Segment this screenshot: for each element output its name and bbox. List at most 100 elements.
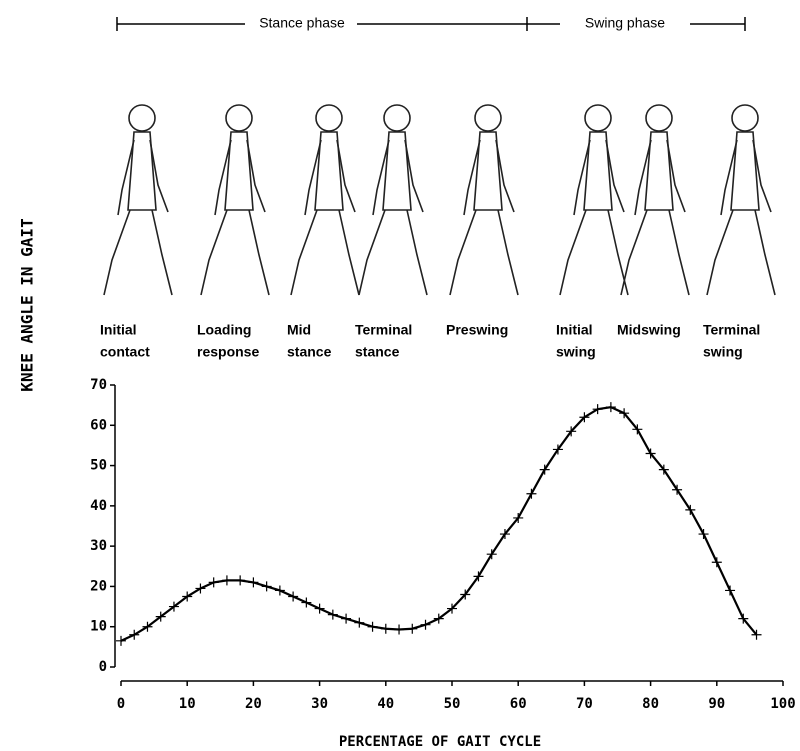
walking-figure bbox=[560, 105, 628, 295]
data-marker bbox=[712, 557, 722, 567]
walking-figure bbox=[104, 105, 172, 295]
walking-figure bbox=[291, 105, 359, 295]
event-label: Midswing bbox=[617, 322, 681, 338]
data-marker bbox=[526, 489, 536, 499]
figure-arm bbox=[118, 140, 168, 215]
x-tick-label: 10 bbox=[179, 696, 196, 712]
figure-arm bbox=[305, 140, 355, 215]
data-marker bbox=[248, 577, 258, 587]
event-label: swing bbox=[703, 344, 743, 360]
event-label: stance bbox=[355, 344, 400, 360]
figure-body bbox=[731, 132, 759, 210]
y-axis-label: KNEE ANGLE IN GAIT bbox=[18, 218, 37, 391]
figure-head bbox=[226, 105, 252, 131]
event-label: swing bbox=[556, 344, 596, 360]
data-marker bbox=[421, 620, 431, 630]
y-tick-label: 0 bbox=[99, 659, 107, 675]
phase-label: Swing phase bbox=[585, 15, 665, 31]
figure-body bbox=[315, 132, 343, 210]
data-marker bbox=[341, 614, 351, 624]
event-label: Terminal bbox=[703, 322, 760, 338]
figure-body bbox=[383, 132, 411, 210]
x-tick-label: 50 bbox=[444, 696, 461, 712]
x-tick-label: 100 bbox=[770, 696, 795, 712]
figure-head bbox=[646, 105, 672, 131]
x-tick-label: 80 bbox=[642, 696, 659, 712]
walking-figure bbox=[707, 105, 775, 295]
y-tick-label: 30 bbox=[90, 538, 107, 554]
y-tick-label: 20 bbox=[90, 578, 107, 594]
data-marker bbox=[407, 624, 417, 634]
data-marker bbox=[288, 592, 298, 602]
x-tick-label: 90 bbox=[708, 696, 725, 712]
data-marker bbox=[222, 575, 232, 585]
event-label: Mid bbox=[287, 322, 311, 338]
figure-head bbox=[129, 105, 155, 131]
data-marker bbox=[262, 581, 272, 591]
figure-body bbox=[474, 132, 502, 210]
x-tick-label: 40 bbox=[377, 696, 394, 712]
figure-body bbox=[584, 132, 612, 210]
figure-body bbox=[645, 132, 673, 210]
data-marker bbox=[725, 585, 735, 595]
data-marker bbox=[381, 624, 391, 634]
figure-arm bbox=[635, 140, 685, 215]
figure-leg bbox=[621, 210, 689, 295]
x-tick-label: 20 bbox=[245, 696, 262, 712]
x-tick-label: 30 bbox=[311, 696, 328, 712]
x-tick-label: 70 bbox=[576, 696, 593, 712]
x-axis-label: PERCENTAGE OF GAIT CYCLE bbox=[339, 734, 541, 750]
figure-head bbox=[384, 105, 410, 131]
y-tick-label: 40 bbox=[90, 498, 107, 514]
figure-leg bbox=[291, 210, 359, 295]
figure-head bbox=[585, 105, 611, 131]
event-label: stance bbox=[287, 344, 332, 360]
figure-head bbox=[475, 105, 501, 131]
event-label: Loading bbox=[197, 322, 251, 338]
figure-arm bbox=[721, 140, 771, 215]
figure-arm bbox=[574, 140, 624, 215]
data-line bbox=[121, 407, 757, 641]
data-marker bbox=[606, 402, 616, 412]
walking-figure bbox=[201, 105, 269, 295]
chart: Stance phase Swing phase KNEE ANGLE IN G… bbox=[0, 0, 800, 751]
figure-leg bbox=[201, 210, 269, 295]
figure-leg bbox=[707, 210, 775, 295]
y-tick-label: 70 bbox=[90, 377, 107, 393]
data-marker bbox=[699, 529, 709, 539]
figure-leg bbox=[560, 210, 628, 295]
event-label: Initial bbox=[100, 322, 137, 338]
figure-body bbox=[128, 132, 156, 210]
data-marker bbox=[328, 610, 338, 620]
y-tick-label: 10 bbox=[90, 619, 107, 635]
phase-label: Stance phase bbox=[259, 15, 345, 31]
figure-arm bbox=[464, 140, 514, 215]
data-marker bbox=[209, 577, 219, 587]
figure-body bbox=[225, 132, 253, 210]
event-label: Terminal bbox=[355, 322, 412, 338]
x-tick-label: 0 bbox=[117, 696, 125, 712]
y-tick-label: 50 bbox=[90, 458, 107, 474]
data-marker bbox=[301, 598, 311, 608]
data-marker bbox=[354, 618, 364, 628]
figure-leg bbox=[359, 210, 427, 295]
figure-head bbox=[732, 105, 758, 131]
data-marker bbox=[593, 404, 603, 414]
data-marker bbox=[235, 575, 245, 585]
data-marker bbox=[394, 625, 404, 635]
walking-figure bbox=[359, 105, 427, 295]
data-marker bbox=[275, 585, 285, 595]
figure-leg bbox=[104, 210, 172, 295]
figure-leg bbox=[450, 210, 518, 295]
data-marker bbox=[129, 630, 139, 640]
event-label: Initial bbox=[556, 322, 593, 338]
y-tick-label: 60 bbox=[90, 417, 107, 433]
data-marker bbox=[195, 583, 205, 593]
data-marker bbox=[116, 636, 126, 646]
figure-head bbox=[316, 105, 342, 131]
walking-figure bbox=[450, 105, 518, 295]
figure-arm bbox=[373, 140, 423, 215]
data-marker bbox=[368, 622, 378, 632]
data-marker bbox=[315, 604, 325, 614]
event-label: contact bbox=[100, 344, 150, 360]
